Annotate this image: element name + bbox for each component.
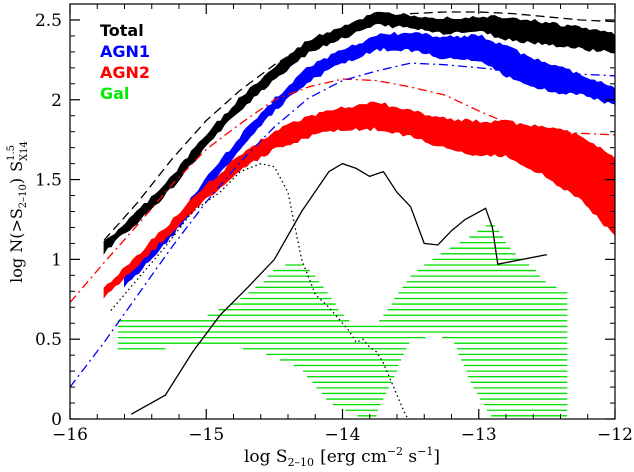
gal-hatch-band: [117, 225, 568, 417]
y-tick-label: 0: [51, 410, 62, 430]
legend-entry-total: Total: [100, 21, 144, 40]
y-axis-title-sup: 1.5: [6, 145, 17, 161]
band-agn1: [124, 31, 615, 288]
x-axis-title-mid: s: [403, 447, 417, 467]
legend-entry-gal: Gal: [100, 84, 129, 103]
x-axis-title-sub: 2–10: [288, 456, 315, 469]
x-tick-label: −16: [52, 425, 88, 445]
plot-area: [70, 11, 615, 419]
y-axis-title: log N(>S2–10) S1.5 X14: [6, 141, 30, 283]
y-tick-label: 2.5: [35, 11, 62, 31]
data-bands: [103, 11, 615, 299]
x-axis-title-unit: [erg cm: [320, 447, 387, 467]
legend: Total AGN1 AGN2 Gal: [100, 21, 150, 103]
y-tick-label: 1.5: [35, 171, 62, 191]
y-axis-title-s: S: [7, 161, 26, 172]
axis-tick-labels: −16 −15 −14 −13 −12 0 0.5 1 1.5 2 2.5: [35, 11, 633, 445]
x-tick-label: −14: [325, 425, 361, 445]
y-axis-title-main: log N(>S: [7, 208, 26, 283]
line-agn2-model: [70, 78, 615, 303]
line-gal-sim-solid: [130, 162, 548, 415]
x-axis-title-main: log S: [244, 447, 288, 467]
y-tick-label: 1: [51, 250, 62, 270]
y-axis-title-sub: 2–10: [18, 184, 29, 208]
x-axis-title-exp1: −2: [387, 445, 403, 458]
x-axis-title-exp2: −1: [417, 445, 433, 458]
line-total-model: [103, 11, 615, 241]
axis-ticks: [69, 3, 616, 420]
y-axis-title-close: ): [7, 178, 26, 184]
x-axis-title-end: ]: [433, 447, 440, 467]
legend-entry-agn2: AGN2: [100, 63, 150, 82]
band-agn2: [103, 101, 615, 299]
y-axis-title-subs: X14: [19, 141, 30, 161]
y-tick-label: 2: [51, 91, 62, 111]
model-lines: [70, 11, 615, 419]
x-axis-title: log S2–10 [erg cm−2 s−1]: [244, 445, 440, 469]
y-tick-label: 0.5: [35, 330, 62, 350]
line-agn1-model: [70, 62, 615, 388]
x-tick-label: −15: [188, 425, 224, 445]
band-total: [103, 11, 615, 255]
x-tick-label: −13: [461, 425, 497, 445]
x-tick-label: −12: [597, 425, 633, 445]
legend-entry-agn1: AGN1: [100, 42, 150, 61]
